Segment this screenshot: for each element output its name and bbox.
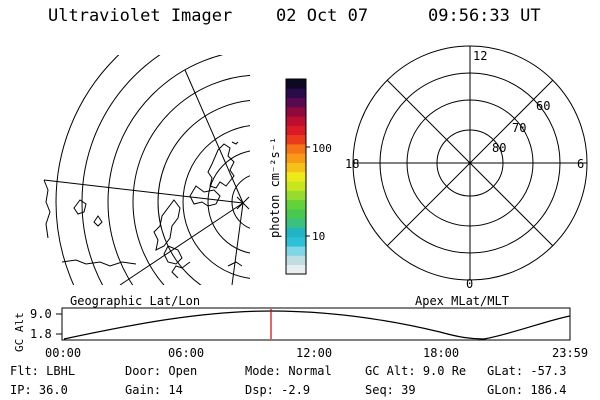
status-gc-alt: GC Alt: 9.0 Re: [365, 364, 467, 378]
altitude-xtick: 06:00: [168, 346, 204, 360]
colorbar-segment: [286, 162, 306, 173]
colorbar-segment: [286, 264, 306, 275]
mlt-label-18: 18: [345, 157, 359, 171]
status-seq: Seq: 39: [365, 383, 416, 397]
lon-line: [231, 202, 244, 285]
mlt-label-0: 0: [466, 277, 473, 291]
altitude-plot-frame: [61, 307, 571, 341]
altitude-ytick-1-8: 1.8: [30, 327, 52, 341]
colorbar-segment: [286, 246, 306, 256]
lat-circle: [107, 55, 224, 285]
colorbar-segment: [286, 79, 306, 89]
apex-polar-plot: [352, 45, 588, 281]
status-door: Door: Open: [125, 364, 198, 378]
mlt-line: [386, 79, 554, 247]
colorbar-frame: [285, 78, 307, 275]
status-ip: IP: 36.0: [10, 383, 68, 397]
colorbar-segment: [286, 255, 306, 266]
colorbar-tick-10: 10: [312, 230, 325, 243]
right-panel-title: Apex MLat/MLT: [415, 294, 509, 308]
coastline: [73, 199, 87, 215]
mlt-label-12: 12: [473, 49, 487, 63]
lat-circle: [157, 100, 250, 285]
mlat-label-60: 60: [536, 99, 550, 113]
status-gain: Gain: 14: [125, 383, 183, 397]
status-glat: GLat: -57.3: [487, 364, 567, 378]
lat-circle: [55, 55, 120, 285]
coastline: [231, 141, 239, 145]
colorbar-segment: [286, 106, 306, 117]
colorbar-segment: [286, 153, 306, 163]
pole-mark: [236, 196, 250, 210]
altitude-curve: [63, 310, 571, 340]
mlt-label-6: 6: [577, 157, 584, 171]
altitude-ylabel: GC Alt: [13, 312, 26, 352]
altitude-xtick: 00:00: [45, 346, 81, 360]
colorbar-segment: [286, 116, 306, 126]
colorbar-segment: [286, 144, 306, 154]
altitude-xtick: 23:59: [552, 346, 588, 360]
colorbar-segment: [286, 134, 306, 145]
colorbar-tick-100: 100: [312, 142, 332, 155]
coastline: [43, 179, 51, 239]
colorbar-segment: [286, 125, 306, 136]
lat-circle: [81, 55, 161, 285]
colorbar-segment: [286, 209, 306, 219]
altitude-xtick: 12:00: [296, 346, 332, 360]
colorbar-segment: [286, 227, 306, 238]
color-bar: [285, 78, 310, 275]
lat-circle: [207, 150, 250, 254]
status-mode: Mode: Normal: [245, 364, 332, 378]
time-label: 09:56:33 UT: [428, 6, 541, 26]
colorbar-segment: [286, 171, 306, 182]
mlat-label-70: 70: [512, 121, 526, 135]
instrument-title: Ultraviolet Imager: [48, 6, 233, 26]
status-filter: Flt: LBHL: [10, 364, 76, 378]
left-panel-title: Geographic Lat/Lon: [70, 294, 200, 308]
coastline: [61, 259, 137, 267]
colorbar-segment: [286, 199, 306, 210]
date-label: 02 Oct 07: [276, 6, 369, 26]
lon-line: [184, 69, 244, 204]
colorbar-segment: [286, 97, 306, 108]
colorbar-unit-label: photon cm⁻²s⁻¹: [268, 137, 282, 238]
colorbar-segment: [286, 181, 306, 191]
altitude-ytick-9: 9.0: [30, 307, 52, 321]
mlat-label-80: 80: [492, 141, 506, 155]
coastline: [207, 143, 235, 189]
colorbar-segment: [286, 218, 306, 228]
altitude-plot: [56, 307, 571, 341]
colorbar-segment: [286, 236, 306, 247]
lon-line: [43, 179, 244, 204]
coastline: [227, 261, 243, 267]
coastline: [93, 215, 103, 227]
lat-circle: [132, 74, 250, 285]
status-glon: GLon: 186.4: [487, 383, 567, 397]
colorbar-segment: [286, 190, 306, 201]
status-dsp: Dsp: -2.9: [245, 383, 311, 397]
coastline: [189, 185, 221, 207]
lon-line: [119, 202, 244, 285]
coastline: [171, 261, 191, 279]
coastline: [153, 199, 181, 251]
lat-circle: [182, 125, 250, 279]
geographic-map: [43, 55, 250, 285]
altitude-xtick: 18:00: [423, 346, 459, 360]
colorbar-segment: [286, 88, 306, 98]
coastline: [163, 245, 183, 265]
